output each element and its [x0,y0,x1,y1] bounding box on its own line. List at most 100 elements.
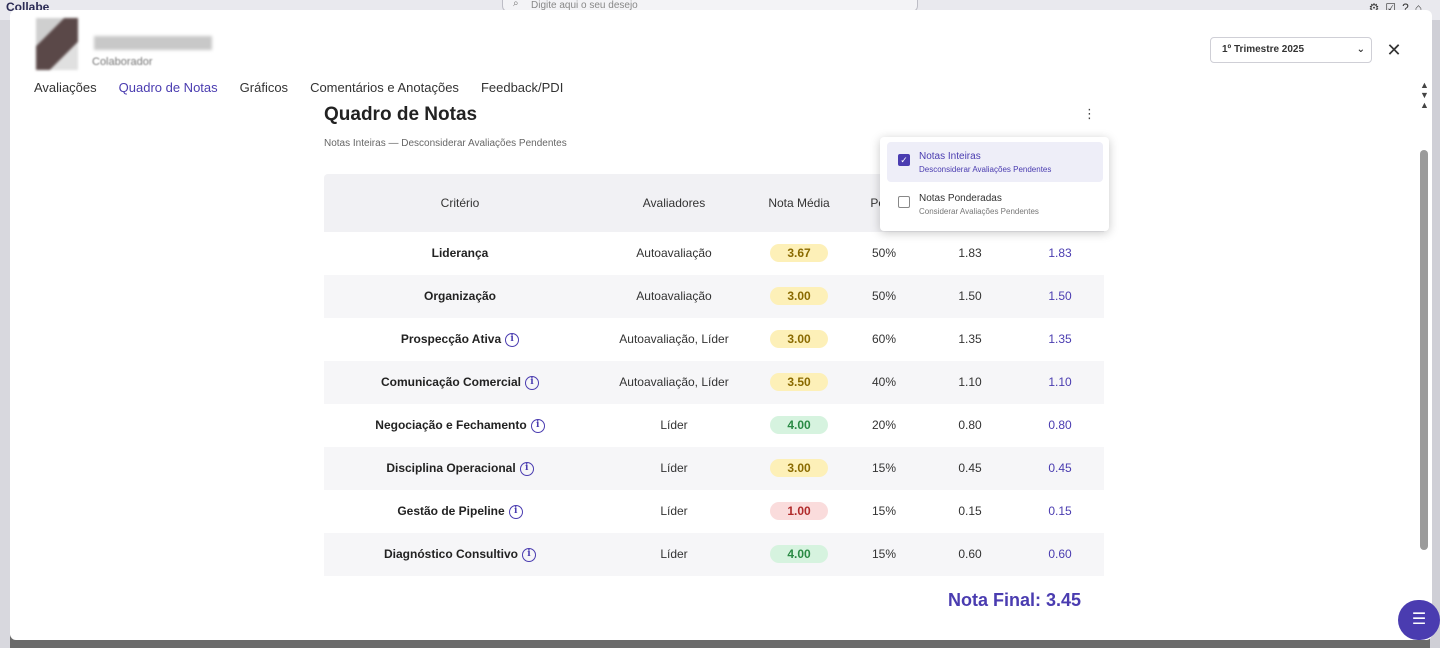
table-row: Gestão de Pipeline i Líder 1.00 15% 0.15 0.15 [324,490,1104,533]
page-title: Quadro de Notas [324,104,478,125]
nota-badge: 3.00 [770,287,828,305]
cell-nota-parcial: 0.45 [958,461,982,475]
tab-avaliacoes[interactable]: Avaliações [34,80,97,95]
cell-nota-media: 3.00 [754,318,844,361]
cell-nota-parcial: 0.80 [958,418,982,432]
criterio-label: Comunicação Comercial [380,375,522,389]
table-row: Organização Autoavaliação 3.00 50% 1.50 1.50 [324,275,1104,318]
cell-nota-media: 3.00 [754,275,844,318]
cell-nota-media: 3.50 [754,361,844,404]
info-icon[interactable]: i [508,504,523,519]
tab-feedback-pdi[interactable]: Feedback/PDI [480,80,564,95]
nota-badge: 3.50 [770,373,828,391]
cell-criterio: Organização [344,275,576,318]
menu-item-sub: Desconsiderar Avaliações Pendentes [919,165,1052,174]
nota-badge: 4.00 [770,416,828,434]
tab-quadro-de-notas[interactable]: Quadro de Notas [118,80,218,95]
app-search-placeholder: Digite aqui o seu desejo [531,0,638,11]
header-criterio: Critério [440,196,480,210]
cell-nota-media: 3.67 [754,232,844,275]
app-sidebar [0,20,10,648]
cell-criterio: Liderança [344,232,576,275]
info-icon[interactable]: i [525,375,540,390]
table-body: Liderança Autoavaliação 3.67 50% 1.83 1.83 Org… [324,232,1104,576]
chevron-down-icon: ⌄ [1356,44,1365,55]
cell-avaliadores: Autoavaliação, Líder [619,332,729,346]
cell-criterio: Diagnóstico Consultivo i [344,533,576,576]
table-row: Negociação e Fechamento i Líder 4.00 20% 0.80… [324,404,1104,447]
search-icon: ⌕ [513,0,519,9]
info-icon[interactable]: i [522,547,536,562]
scroll-arrows-icon[interactable]: ▲ ▼ ▲ [1420,80,1429,110]
cell-peso: 15% [871,461,897,475]
criterio-label: Negociação e Fechamento [375,418,527,432]
table-row: Liderança Autoavaliação 3.67 50% 1.83 1.83 [324,232,1104,275]
cell-peso: 40% [871,375,897,389]
app-right-strip [1430,20,1440,648]
criterio-label: Organização [423,289,497,303]
cell-criterio: Prospecção Ativa i [344,318,576,361]
cell-nota-parcial: 0.15 [958,504,982,518]
criterio-label: Prospecção Ativa [400,332,502,346]
table-row: Comunicação Comercial i Autoavaliação, Líd… [324,361,1104,404]
criterio-label: Gestão de Pipeline [397,504,505,518]
nota-final: Nota Final: 3.45 [948,590,1082,610]
cell-nota-media: 4.00 [754,533,844,576]
menu-item-label: Notas Ponderadas [919,193,1002,204]
cell-avaliadores: Líder [660,547,688,561]
tab-graficos[interactable]: Gráficos [239,80,289,95]
checkbox-checked-icon[interactable]: ✓ [898,154,910,166]
nota-badge: 4.00 [770,545,828,563]
menu-item-sub: Considerar Avaliações Pendentes [919,207,1039,216]
user-name-blurred [94,36,212,50]
cell-nota-final: 1.35 [1048,332,1072,346]
cell-nota-media: 4.00 [754,404,844,447]
cell-criterio: Comunicação Comercial i [344,361,576,404]
cell-nota-final: 0.15 [1048,504,1072,518]
cell-peso: 15% [871,504,897,518]
checkbox-unchecked-icon[interactable] [898,196,910,208]
cell-nota-final: 0.45 [1048,461,1072,475]
chat-icon[interactable]: ☰ [1398,600,1440,640]
menu-item-notas-inteiras[interactable]: ✓ Notas Inteiras Desconsiderar Avaliaçõe… [887,142,1103,182]
cell-avaliadores: Autoavaliação [636,289,712,303]
cell-nota-parcial: 0.60 [958,547,982,561]
page-subtitle: Notas Inteiras — Desconsiderar Avaliaçõe… [324,138,567,149]
user-role: Colaborador [92,56,153,68]
cell-avaliadores: Autoavaliação, Líder [619,375,729,389]
header-avaliadores: Avaliadores [642,196,706,210]
tab-comentarios[interactable]: Comentários e Anotações [310,80,459,95]
criterio-label: Disciplina Operacional [386,461,516,475]
criterio-label: Liderança [431,246,489,260]
nota-badge: 3.67 [770,244,828,262]
modal-dialog: Colaborador 1º Trimestre 2025 ⌄ ✕ Avalia… [10,10,1432,640]
cell-nota-final: 0.80 [1048,418,1072,432]
cell-peso: 20% [871,418,897,432]
cell-criterio: Negociação e Fechamento i [344,404,576,447]
cell-nota-parcial: 1.35 [958,332,982,346]
cell-nota-final: 1.10 [1048,375,1072,389]
kebab-menu-icon[interactable]: ⋮ [1083,106,1096,121]
cell-avaliadores: Líder [660,504,688,518]
menu-item-notas-ponderadas[interactable]: Notas Ponderadas Considerar Avaliações P… [887,184,1103,224]
cell-avaliadores: Autoavaliação [636,246,712,260]
cell-criterio: Disciplina Operacional i [344,447,576,490]
menu-item-label: Notas Inteiras [919,151,981,162]
period-select[interactable]: 1º Trimestre 2025 ⌄ [1210,37,1372,63]
criterio-label: Diagnóstico Consultivo [383,547,518,561]
cell-nota-final: 1.83 [1048,246,1072,260]
scrollbar[interactable] [1420,150,1428,550]
table-row: Diagnóstico Consultivo i Líder 4.00 15% 0.60 0… [324,533,1104,576]
info-icon[interactable]: i [530,418,545,433]
cell-nota-parcial: 1.83 [958,246,982,260]
nota-badge: 3.00 [770,459,828,477]
avatar [36,18,78,70]
cell-nota-final: 1.50 [1048,289,1072,303]
grade-mode-menu: ✓ Notas Inteiras Desconsiderar Avaliaçõe… [880,137,1109,231]
cell-nota-parcial: 1.10 [958,375,982,389]
info-icon[interactable]: i [505,332,520,347]
cell-nota-parcial: 1.50 [958,289,982,303]
info-icon[interactable]: i [519,461,534,476]
cell-avaliadores: Líder [660,461,688,475]
close-icon[interactable]: ✕ [1386,40,1402,60]
